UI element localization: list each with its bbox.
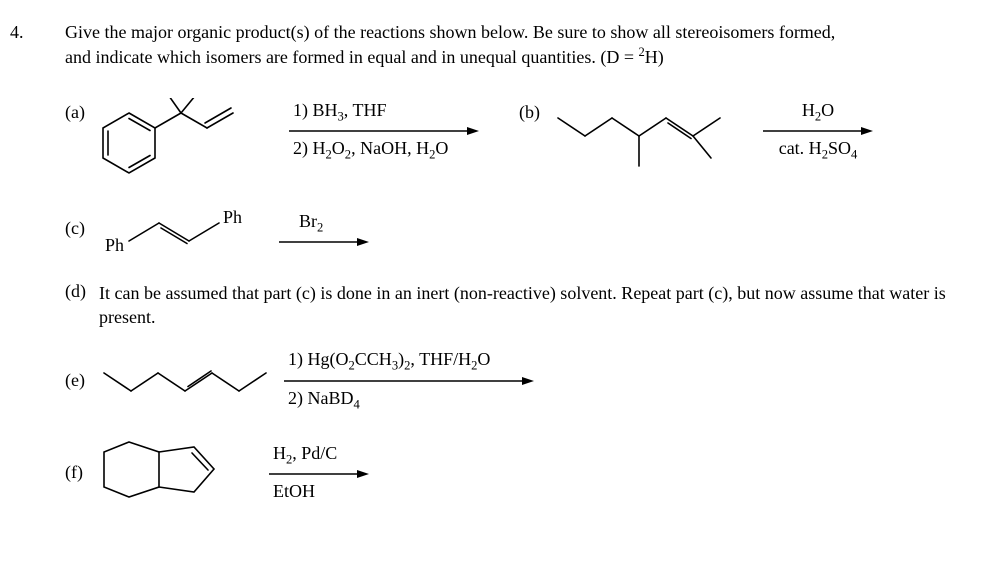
- reagents-b: H2O cat. H2SO4: [763, 98, 873, 165]
- reagent-f1: H2, Pd/C: [269, 441, 341, 470]
- question-prompt: Give the major organic product(s) of the…: [65, 20, 985, 70]
- structure-c: Ph Ph: [99, 201, 269, 256]
- prompt-line2b: H): [645, 47, 664, 67]
- part-c-row: (c) Ph Ph Br2: [65, 201, 985, 256]
- question-number: 4.: [10, 20, 65, 43]
- part-d-row: (d) It can be assumed that part (c) is d…: [65, 281, 985, 330]
- reagents-c: Br2: [279, 209, 369, 248]
- part-d-label: (d): [65, 281, 99, 302]
- arrow-c: [279, 237, 369, 247]
- arrow-a: [289, 126, 479, 136]
- part-b-label: (b): [519, 98, 553, 123]
- ph-label-2: Ph: [223, 207, 242, 227]
- part-e-label: (e): [65, 370, 99, 391]
- part-f-label: (f): [65, 462, 99, 483]
- reagent-e1: 1) Hg(O2CCH3)2, THF/H2O: [284, 347, 494, 376]
- part-a-label: (a): [65, 98, 99, 123]
- reagent-c1: Br2: [279, 209, 327, 238]
- question-row: 4. Give the major organic product(s) of …: [10, 20, 985, 530]
- reagents-a: 1) BH3, THF 2) H2O2, NaOH, H2O: [289, 98, 479, 165]
- structure-e: [99, 353, 274, 408]
- part-ab-row: (a): [65, 98, 985, 183]
- structure-f: [99, 432, 259, 512]
- prompt-line1: Give the major organic product(s) of the…: [65, 22, 835, 42]
- reagents-e: 1) Hg(O2CCH3)2, THF/H2O 2) NaBD4: [284, 347, 534, 414]
- arrow-e: [284, 376, 534, 386]
- part-d-text: It can be assumed that part (c) is done …: [99, 281, 985, 330]
- ph-label-1: Ph: [105, 235, 124, 255]
- prompt-line2a: and indicate which isomers are formed in…: [65, 47, 638, 67]
- reagent-b1: H2O: [798, 98, 838, 127]
- part-f-row: (f) H2, Pd/C EtOH: [65, 432, 985, 512]
- part-e-row: (e) 1) Hg(O2CCH3)2, THF/H2O 2) NaBD4: [65, 347, 985, 414]
- question-body: Give the major organic product(s) of the…: [65, 20, 985, 530]
- structure-b: [553, 98, 753, 178]
- reagent-a1: 1) BH3, THF: [289, 98, 390, 127]
- reagent-a2: 2) H2O2, NaOH, H2O: [289, 136, 452, 165]
- reagent-e2: 2) NaBD4: [284, 386, 364, 415]
- reagent-f2: EtOH: [269, 479, 319, 504]
- arrow-f: [269, 469, 369, 479]
- reagents-f: H2, Pd/C EtOH: [269, 441, 369, 505]
- part-c-label: (c): [65, 218, 99, 239]
- structure-a: [99, 98, 279, 183]
- reagent-b2: cat. H2SO4: [775, 136, 862, 165]
- arrow-b: [763, 126, 873, 136]
